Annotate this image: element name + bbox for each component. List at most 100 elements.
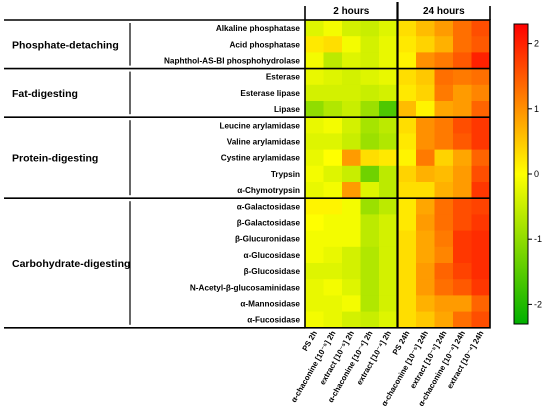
heatmap-cell <box>323 117 343 134</box>
heatmap-cell <box>305 133 324 150</box>
heatmap-cell <box>397 246 417 264</box>
heatmap-cell <box>397 182 417 199</box>
colorbar-gradient <box>513 23 529 325</box>
heatmap-cell <box>471 263 491 280</box>
heatmap-cell <box>305 279 324 296</box>
heatmap-cell <box>342 149 361 167</box>
heatmap-cell <box>323 52 343 69</box>
row-label: β-Glucuronidase <box>235 235 300 244</box>
row-label: α-Galactosidase <box>237 202 301 211</box>
colorbar-tick-label: 0 <box>534 169 539 179</box>
heatmap-cell <box>342 182 361 199</box>
heatmap-cell <box>360 52 380 69</box>
heatmap-cell <box>305 263 324 280</box>
heatmap-cell <box>471 68 491 86</box>
heatmap-cell <box>453 36 472 53</box>
heatmap-cell <box>471 246 491 264</box>
heatmap-cell <box>360 263 380 280</box>
heatmap-cell <box>342 101 361 118</box>
heatmap-cell <box>360 311 380 329</box>
heatmap-cell <box>360 165 380 183</box>
heatmap-cell <box>416 295 435 312</box>
heatmap-cell <box>397 198 417 215</box>
heatmap-cell <box>360 295 380 312</box>
heatmap-cell <box>305 52 324 69</box>
heatmap-cell <box>434 84 454 102</box>
heatmap-cell <box>434 101 454 118</box>
heatmap-cell <box>453 20 472 37</box>
heatmap-cell <box>434 68 454 86</box>
row-label: N-Acetyl-β-glucosaminidase <box>190 283 301 292</box>
heatmap-cell <box>434 230 454 248</box>
heatmap-cell <box>453 149 472 167</box>
heatmap-cell <box>360 68 380 86</box>
heatmap-cell <box>323 84 343 102</box>
heatmap-cell <box>305 295 324 312</box>
heatmap-cell <box>453 52 472 69</box>
heatmap-cell <box>379 165 398 183</box>
heatmap-cell <box>416 36 435 53</box>
heatmap-cell <box>323 214 343 231</box>
heatmap-cell <box>416 182 435 199</box>
heatmap-cell <box>323 133 343 150</box>
heatmap-cell <box>397 230 417 248</box>
heatmap-cell <box>397 117 417 134</box>
heatmap-cell <box>416 68 435 86</box>
heatmap-cell <box>397 133 417 150</box>
heatmap-cell <box>416 230 435 248</box>
heatmap-cell <box>379 149 398 167</box>
heatmap-cell <box>453 165 472 183</box>
group-label: Carbohydrate-digesting <box>12 258 130 270</box>
heatmap-cell <box>434 246 454 264</box>
heatmap-cell <box>453 68 472 86</box>
row-labels: Alkaline phosphatase Acid phosphatase Naph… <box>164 24 300 325</box>
heatmap-cell <box>471 165 491 183</box>
heatmap-cell <box>453 133 472 150</box>
row-label: Acid phosphatase <box>229 40 300 49</box>
heatmap-cell <box>360 133 380 150</box>
colorbar: -2 -1 0 1 2 <box>513 23 542 325</box>
group-label: Fat-digesting <box>12 88 78 100</box>
heatmap-cell <box>453 230 472 248</box>
heatmap-cell <box>305 149 324 167</box>
heatmap-cell <box>342 165 361 183</box>
heatmap-cell <box>342 279 361 296</box>
heatmap-cell <box>416 246 435 264</box>
heatmap-cell <box>323 36 343 53</box>
heatmap-cell <box>342 198 361 215</box>
heatmap-cells <box>305 20 491 329</box>
heatmap-cell <box>453 311 472 329</box>
heatmap-cell <box>342 311 361 329</box>
heatmap-cell <box>379 117 398 134</box>
heatmap-cell <box>416 311 435 329</box>
heatmap-cell <box>305 68 324 86</box>
heatmap-cell <box>342 117 361 134</box>
column-group-header: 2 hours <box>333 6 370 17</box>
column-label: PS 2h <box>300 329 319 352</box>
heatmap-cell <box>434 295 454 312</box>
heatmap-cell <box>434 117 454 134</box>
heatmap-cell <box>397 279 417 296</box>
heatmap-cell <box>342 20 361 37</box>
heatmap-cell <box>379 182 398 199</box>
heatmap-cell <box>434 149 454 167</box>
heatmap-cell <box>379 246 398 264</box>
heatmap-cell <box>323 263 343 280</box>
heatmap-cell <box>379 311 398 329</box>
heatmap-cell <box>305 117 324 134</box>
heatmap-cell <box>397 20 417 37</box>
heatmap-cell <box>305 311 324 329</box>
colorbar-tick-label: 1 <box>534 104 539 114</box>
row-label: Valine arylamidase <box>227 138 301 147</box>
heatmap-cell <box>453 84 472 102</box>
row-label: Esterase <box>266 73 301 82</box>
heatmap-cell <box>360 84 380 102</box>
heatmap-cell <box>416 20 435 37</box>
heatmap-cell <box>471 52 491 69</box>
heatmap-cell <box>360 117 380 134</box>
heatmap-cell <box>416 52 435 69</box>
heatmap-cell <box>471 230 491 248</box>
row-label: Lipase <box>274 105 300 114</box>
